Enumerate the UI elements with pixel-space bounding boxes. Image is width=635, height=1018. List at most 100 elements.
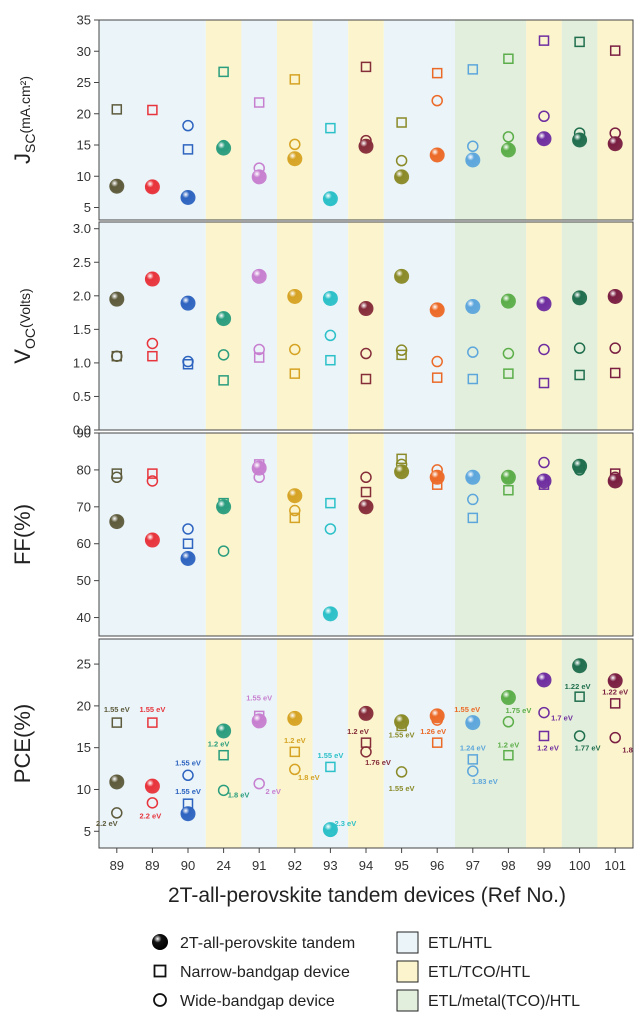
bg-region (526, 20, 562, 220)
bg-region (241, 20, 277, 220)
bg-region (348, 20, 384, 220)
bandgap-label: 1.2 eV (347, 727, 369, 736)
wide-bandgap-point (573, 342, 586, 354)
bandgap-label: 1.55 eV (246, 694, 272, 703)
y-axis-label: VOC(Volts) (10, 288, 38, 363)
narrow-bandgap-point (147, 468, 158, 479)
bg-region (99, 222, 206, 430)
x-axis-label: 2T-all-perovskite tandem devices (Ref No… (168, 884, 566, 907)
wide-bandgap-point (324, 329, 337, 342)
bandgap-label: 1.26 eV (420, 727, 446, 736)
y-tick-label: 0.0 (73, 423, 91, 438)
bg-region (312, 20, 349, 220)
wide-bandgap-point (502, 716, 515, 728)
y-tick-label: 70 (77, 499, 91, 514)
bandgap-label: 1.55 eV (104, 705, 130, 714)
wide-bandgap-point (538, 456, 550, 469)
x-tick-label: 99 (537, 858, 551, 873)
y-tick-label: 1.0 (73, 355, 91, 370)
y-tick-label: 90 (77, 426, 91, 441)
wide-bandgap-point (467, 493, 479, 506)
tandem-point (429, 469, 445, 485)
bandgap-label: 1.2 eV (498, 740, 520, 749)
tandem-point (500, 142, 516, 158)
y-tick-label: 25 (77, 75, 91, 90)
y-tick-label: 35 (77, 13, 91, 28)
x-tick-label: 95 (394, 858, 408, 873)
y-tick-label: 0.5 (73, 389, 91, 404)
tandem-point (465, 469, 481, 485)
narrow-bandgap-point (574, 369, 585, 381)
narrow-bandgap-point (253, 352, 265, 363)
y-tick-label: 15 (77, 138, 91, 153)
bg-region (561, 20, 598, 220)
panel-frame (98, 221, 634, 431)
wide-bandgap-point (395, 766, 408, 778)
bg-region (277, 222, 313, 430)
tandem-point (500, 690, 516, 706)
legend-region-label: ETL/metal(TCO)/HTL (428, 993, 580, 1010)
bg-region (455, 222, 527, 430)
tandem-point (358, 138, 374, 154)
narrow-bandgap-point (289, 74, 301, 85)
narrow-bandgap-point (467, 64, 479, 75)
wide-bandgap-point (502, 131, 515, 143)
x-tick-label: 90 (181, 858, 195, 873)
x-tick-label: 101 (604, 858, 626, 873)
bandgap-label: 1.76 eV (365, 758, 391, 767)
narrow-bandgap-point (396, 349, 407, 361)
bg-region (241, 222, 277, 430)
narrow-bandgap-point (325, 761, 336, 773)
bg-region (455, 20, 527, 220)
legend-narrow-icon (153, 964, 167, 978)
narrow-bandgap-point (360, 486, 372, 498)
y-tick-label: 40 (77, 610, 91, 625)
narrow-bandgap-point (111, 104, 123, 115)
narrow-bandgap-point (396, 117, 407, 128)
tandem-point (216, 140, 232, 156)
x-tick-label: 92 (288, 858, 302, 873)
y-tick-label: 15 (77, 740, 91, 755)
bandgap-label: 1.7 eV (551, 714, 573, 723)
tandem-point (216, 499, 232, 515)
tandem-point (322, 191, 338, 207)
bg-region (205, 20, 242, 220)
wide-bandgap-point (609, 342, 621, 354)
y-tick-label: 3.0 (73, 221, 91, 236)
tandem-point (572, 132, 588, 148)
bandgap-label: 1.22 eV (565, 682, 591, 691)
tandem-point (322, 606, 338, 622)
y-tick-label: 20 (77, 698, 91, 713)
wide-bandgap-point (253, 343, 265, 356)
wide-bandgap-point (111, 350, 123, 362)
bg-region (526, 433, 562, 636)
wide-bandgap-point (467, 346, 479, 358)
wide-bandgap-point (111, 471, 123, 484)
bandgap-label: 1.55 eV (454, 705, 480, 714)
tandem-point (251, 169, 267, 185)
wide-bandgap-point (182, 769, 194, 782)
bg-region (348, 222, 384, 430)
wide-bandgap-point (111, 807, 123, 819)
bg-region (597, 433, 633, 636)
tandem-point (429, 302, 445, 318)
y-tick-label: 2.5 (73, 255, 91, 270)
bg-region (383, 433, 455, 636)
narrow-bandgap-point (218, 375, 229, 386)
bg-region (597, 639, 633, 848)
x-tick-label: 96 (430, 858, 444, 873)
y-tick-label: 5 (84, 824, 91, 839)
x-tick-label: 93 (323, 858, 337, 873)
narrow-bandgap-point (253, 97, 265, 108)
tandem-point (180, 295, 196, 311)
tandem-point (394, 268, 410, 284)
bandgap-label: 1.77 eV (575, 744, 601, 753)
tandem-point (500, 469, 516, 485)
narrow-bandgap-point (538, 377, 550, 389)
tandem-point (394, 464, 410, 480)
wide-bandgap-point (538, 706, 550, 719)
wide-bandgap-point (253, 777, 265, 790)
narrow-bandgap-point (289, 368, 301, 379)
narrow-bandgap-point (147, 717, 158, 728)
bg-region (205, 433, 242, 636)
